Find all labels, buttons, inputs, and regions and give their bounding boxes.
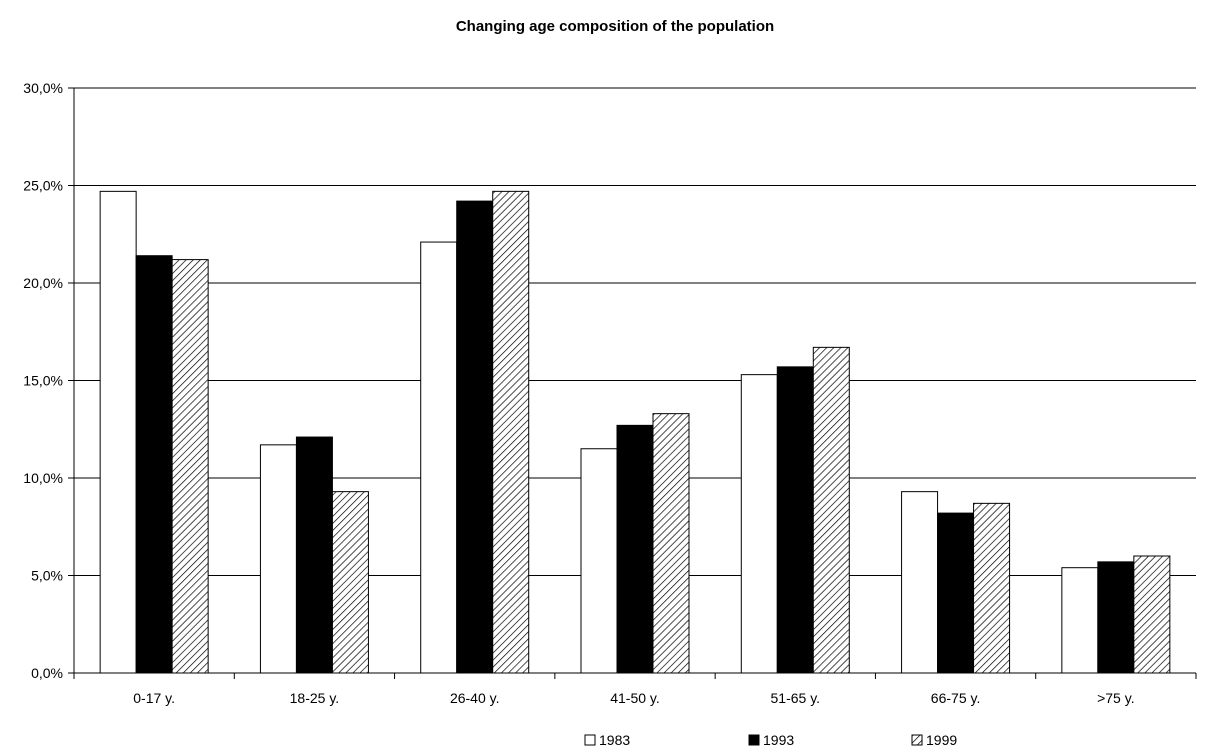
x-category-label: 18-25 y. xyxy=(290,690,340,706)
bar-1983-5 xyxy=(901,491,939,674)
bar-1983-3 xyxy=(580,448,618,674)
legend-label-1993: 1993 xyxy=(763,732,794,748)
legend-label-1983: 1983 xyxy=(599,732,630,748)
x-category-labels: 0-17 y. 18-25 y. 26-40 y. 41-50 y. 51-65 y. 6… xyxy=(133,690,1134,706)
x-category-label: 51-65 y. xyxy=(771,690,821,706)
bar-1993-0 xyxy=(135,255,173,674)
x-category-label: 66-75 y. xyxy=(931,690,981,706)
axes xyxy=(68,87,1197,679)
bar-1983-4 xyxy=(740,374,778,674)
chart-title: Changing age composition of the populati… xyxy=(456,18,774,35)
y-tick-label: 5,0% xyxy=(31,568,63,584)
legend-swatch-1999 xyxy=(911,734,923,746)
legend-label-1999: 1999 xyxy=(926,732,957,748)
bar-1993-2 xyxy=(456,200,494,674)
bar-1993-4 xyxy=(776,366,814,674)
bar-1993-1 xyxy=(295,436,333,674)
bar-1999-4 xyxy=(812,346,850,674)
y-tick-labels: 0,0% 5,0% 10,0% 15,0% 20,0% 25,0% 30,0% xyxy=(23,80,63,681)
bar-1983-2 xyxy=(420,241,458,674)
bars xyxy=(99,190,1171,674)
y-tick-label: 30,0% xyxy=(23,80,63,96)
bar-1999-6 xyxy=(1133,555,1171,674)
bar-1983-6 xyxy=(1061,567,1099,674)
bar-1993-6 xyxy=(1097,561,1135,674)
bar-1993-3 xyxy=(616,424,654,674)
bar-1999-2 xyxy=(492,190,530,674)
x-category-label: 41-50 y. xyxy=(610,690,660,706)
bar-1999-0 xyxy=(171,259,209,674)
legend: 1983 1993 1999 xyxy=(584,732,957,748)
bar-1999-1 xyxy=(331,491,369,674)
x-category-label: 0-17 y. xyxy=(133,690,175,706)
legend-swatch-1983 xyxy=(584,734,596,746)
bar-1993-5 xyxy=(937,512,975,674)
y-tick-label: 15,0% xyxy=(23,373,63,389)
x-category-label: >75 y. xyxy=(1097,690,1135,706)
y-tick-label: 10,0% xyxy=(23,470,63,486)
y-tick-label: 25,0% xyxy=(23,178,63,194)
bar-1983-1 xyxy=(259,444,297,674)
legend-swatch-1993 xyxy=(748,734,760,746)
bar-1999-5 xyxy=(973,502,1011,674)
bar-1999-3 xyxy=(652,413,690,674)
y-tick-label: 0,0% xyxy=(31,665,63,681)
bar-1983-0 xyxy=(99,190,137,674)
y-tick-label: 20,0% xyxy=(23,275,63,291)
x-category-label: 26-40 y. xyxy=(450,690,500,706)
